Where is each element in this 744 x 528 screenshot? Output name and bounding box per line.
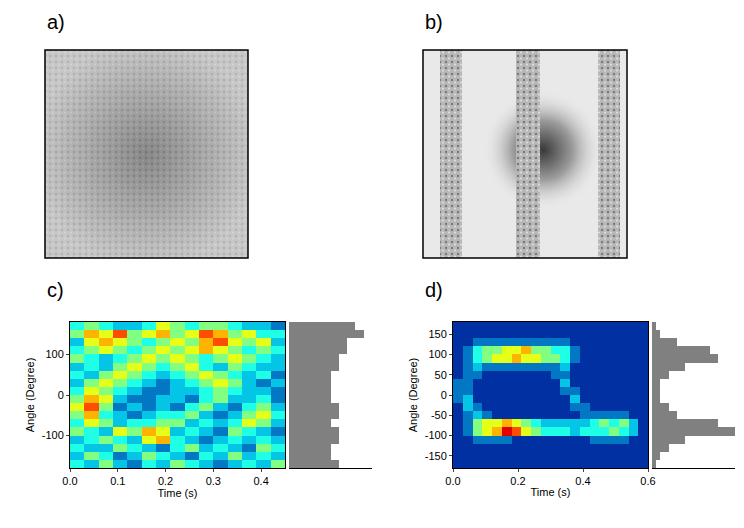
svg-text:0.4: 0.4 [253,475,268,487]
svg-text:-100: -100 [425,429,447,441]
svg-text:100: 100 [428,348,446,360]
svg-text:0.0: 0.0 [445,475,460,487]
svg-text:100: 100 [45,348,63,360]
svg-text:-50: -50 [431,409,447,421]
svg-text:-100: -100 [42,429,64,441]
svg-text:c): c) [47,279,64,301]
svg-text:-150: -150 [425,450,447,462]
svg-text:0.3: 0.3 [206,475,221,487]
svg-text:0.6: 0.6 [640,475,655,487]
svg-text:Angle (Degree): Angle (Degree) [407,358,419,433]
svg-text:0.2: 0.2 [158,475,173,487]
svg-text:b): b) [425,11,443,33]
svg-text:Time (s): Time (s) [531,486,571,498]
svg-text:Angle (Degree): Angle (Degree) [24,358,36,433]
svg-text:0.2: 0.2 [510,475,525,487]
svg-text:50: 50 [435,369,447,381]
svg-text:0: 0 [58,389,64,401]
svg-text:0.0: 0.0 [62,475,77,487]
svg-text:0: 0 [441,389,447,401]
svg-text:d): d) [425,279,443,301]
svg-text:0.1: 0.1 [110,475,125,487]
svg-text:a): a) [47,11,65,33]
svg-text:0.4: 0.4 [575,475,590,487]
svg-text:150: 150 [428,328,446,340]
svg-text:Time (s): Time (s) [158,487,198,499]
